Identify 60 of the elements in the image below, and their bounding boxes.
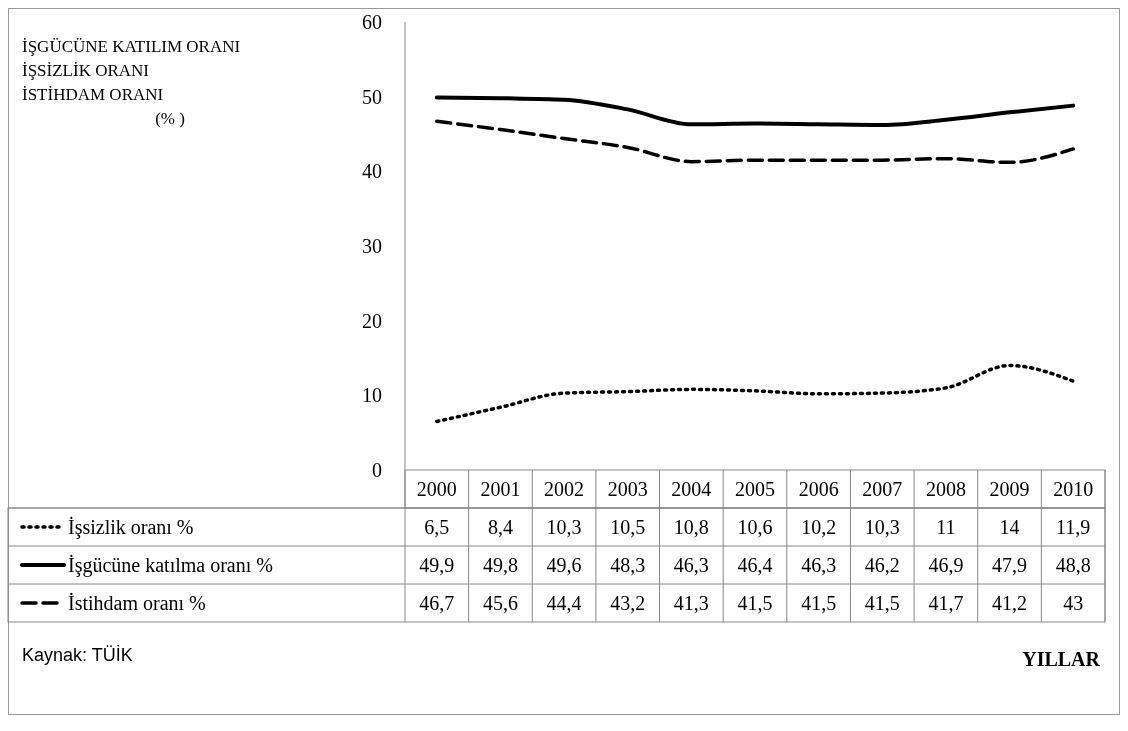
data-label: 41,2: [992, 592, 1028, 614]
text: YILLAR: [1022, 648, 1101, 670]
y-tick-label: 0: [372, 459, 382, 481]
text: Kaynak: TÜİK: [22, 645, 133, 665]
x-tick-label: 2002: [544, 478, 585, 500]
y-tick-label: 10: [362, 384, 382, 407]
data-label: 41,3: [673, 592, 709, 614]
x-tick-label: 2008: [925, 478, 966, 500]
legend-label: İstihdam oranı %: [68, 592, 206, 614]
data-label: 41,5: [801, 592, 837, 614]
data-label: 45,6: [482, 592, 518, 614]
data-label: 46,9: [928, 554, 964, 576]
line-series: [435, 363, 1075, 424]
data-label: 6,5: [424, 516, 450, 538]
data-label: 48,3: [610, 554, 646, 576]
x-tick-label: 2005: [735, 478, 775, 500]
data-label: 49,6: [546, 554, 582, 576]
data-label: 10,3: [546, 516, 582, 538]
x-tick-label: 2001: [480, 478, 521, 500]
data-label: 46,7: [419, 592, 455, 614]
data-label: 41,5: [737, 592, 773, 614]
text: İŞGÜCÜNE KATILIM ORANI İŞSİZLİK ORANI İSTİHDAM ORANI (% ): [22, 37, 241, 128]
y-tick-label: 30: [362, 235, 382, 257]
y-tick-label: 60: [362, 11, 382, 33]
y-tick-label: 50: [362, 85, 382, 108]
data-label: 8,4: [487, 516, 513, 538]
line-series: [434, 95, 1076, 128]
y-tick-label: 40: [362, 160, 382, 183]
x-tick-label: 2009: [989, 478, 1030, 500]
data-label: 10,2: [801, 516, 837, 538]
data-label: 48,8: [1055, 554, 1091, 576]
data-label: 11,9: [1056, 516, 1091, 538]
y-tick-label: 20: [362, 309, 382, 332]
data-label: 41,7: [928, 592, 964, 614]
line-series: [435, 119, 1075, 165]
x-tick-label: 2006: [798, 478, 839, 500]
x-tick-label: 2000: [416, 478, 457, 500]
data-label: 47,9: [992, 554, 1028, 576]
data-label: 10,3: [864, 516, 900, 538]
x-tick-label: 2010: [1053, 478, 1094, 500]
legend-label: İşsizlik oranı %: [68, 516, 194, 539]
data-label: 49,9: [419, 554, 455, 576]
legend-label: İşgücüne katılma oranı %: [68, 554, 273, 577]
data-label: 49,8: [482, 554, 518, 576]
data-label: 10,8: [673, 516, 709, 538]
data-label: 11: [936, 516, 956, 538]
data-label: 43: [1063, 592, 1084, 614]
data-label: 43,2: [610, 592, 646, 614]
data-label: 44,4: [546, 592, 582, 614]
x-tick-label: 2007: [862, 478, 903, 500]
data-label: 10,6: [737, 516, 773, 538]
data-label: 14: [999, 516, 1020, 538]
data-label: 46,2: [864, 554, 900, 576]
x-tick-label: 2003: [607, 478, 648, 500]
data-label: 41,5: [864, 592, 900, 614]
data-label: 10,5: [610, 516, 646, 538]
data-label: 46,3: [801, 554, 837, 576]
data-label: 46,3: [673, 554, 709, 576]
data-label: 46,4: [737, 554, 773, 576]
x-tick-label: 2004: [671, 478, 712, 500]
